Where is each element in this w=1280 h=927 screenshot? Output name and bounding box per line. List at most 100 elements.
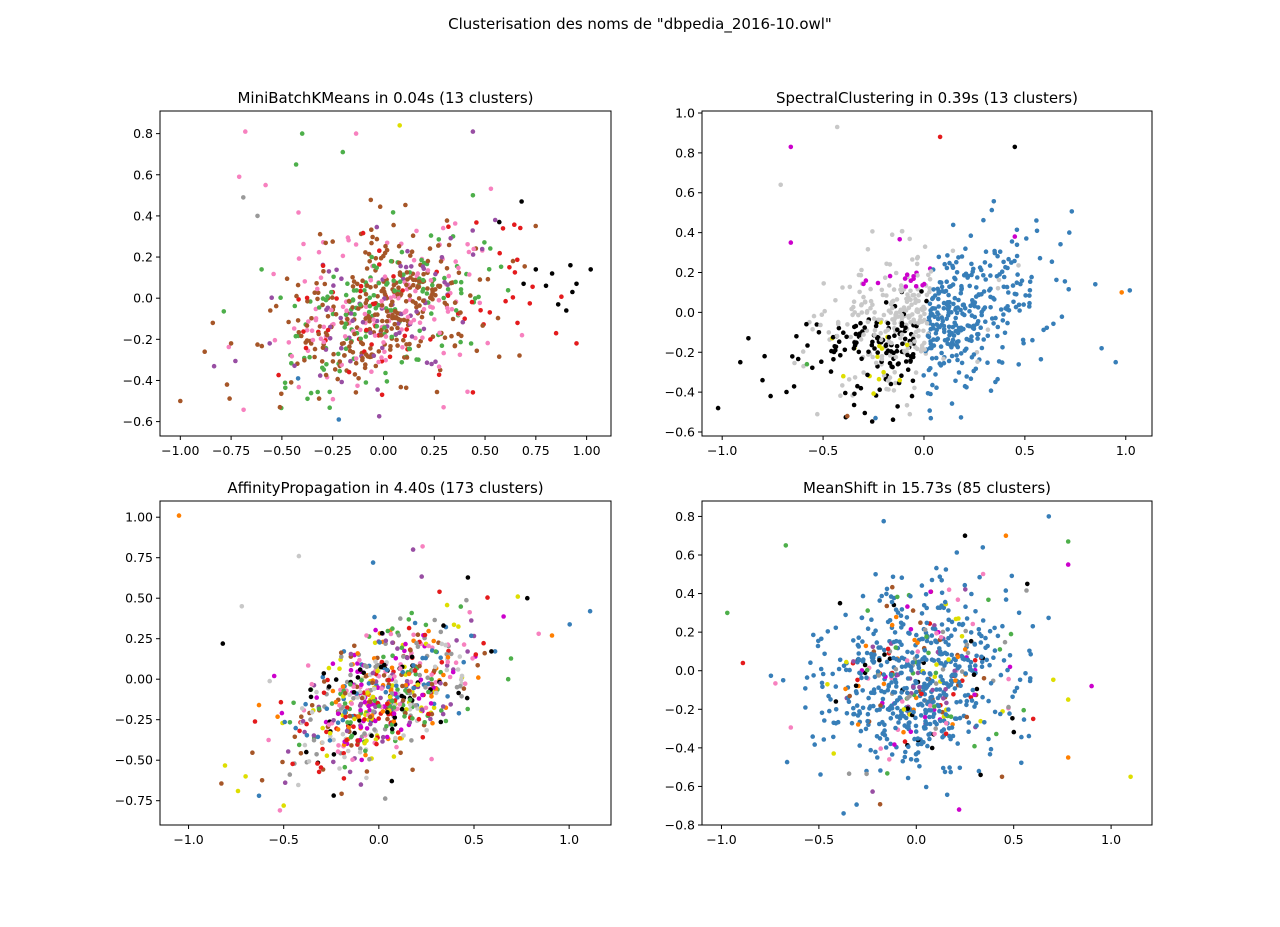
data-point xyxy=(458,339,463,345)
data-point xyxy=(429,682,435,687)
data-point xyxy=(370,670,376,676)
data-point xyxy=(924,634,929,639)
data-point xyxy=(923,720,929,726)
data-point xyxy=(287,720,293,725)
data-point xyxy=(1051,677,1056,683)
data-point xyxy=(374,324,380,329)
data-point xyxy=(243,774,248,779)
data-point xyxy=(888,741,893,747)
data-point xyxy=(376,716,382,721)
data-point xyxy=(304,721,309,727)
data-point xyxy=(982,720,987,725)
data-point xyxy=(383,638,389,643)
data-point xyxy=(924,657,929,662)
data-point xyxy=(992,297,997,302)
data-point xyxy=(343,714,348,720)
data-point xyxy=(913,678,918,684)
data-point xyxy=(940,734,945,740)
data-point xyxy=(969,313,975,318)
data-point xyxy=(900,699,905,704)
data-point xyxy=(588,267,593,272)
data-point xyxy=(880,292,886,298)
y-tick-label: −0.25 xyxy=(115,712,153,727)
data-point xyxy=(936,254,942,260)
data-point xyxy=(980,545,986,550)
data-point xyxy=(1006,308,1012,313)
data-point xyxy=(402,648,407,654)
data-point xyxy=(949,401,955,406)
data-point xyxy=(893,614,899,620)
data-point xyxy=(355,675,361,680)
data-point xyxy=(403,683,409,688)
data-point xyxy=(937,687,943,692)
data-point xyxy=(385,716,390,722)
data-point xyxy=(411,257,417,263)
data-point xyxy=(898,613,904,618)
data-point xyxy=(892,742,897,747)
data-point xyxy=(342,710,348,715)
data-point xyxy=(381,654,386,660)
data-point xyxy=(446,242,452,248)
data-point xyxy=(888,672,894,677)
data-point xyxy=(892,677,898,683)
data-point xyxy=(395,730,401,735)
data-point xyxy=(833,707,839,712)
data-point xyxy=(908,320,913,325)
data-point xyxy=(429,756,434,762)
data-point xyxy=(827,708,832,714)
data-point xyxy=(856,349,862,355)
data-point xyxy=(376,280,382,286)
data-point xyxy=(928,589,933,595)
data-point xyxy=(942,329,947,335)
data-point xyxy=(928,326,933,332)
data-point xyxy=(374,236,380,242)
data-point xyxy=(962,647,968,652)
data-point xyxy=(983,319,988,325)
data-point xyxy=(400,288,405,293)
data-point xyxy=(424,728,430,733)
data-point xyxy=(380,709,386,714)
data-point xyxy=(932,623,937,628)
data-point xyxy=(420,335,425,341)
data-point xyxy=(841,373,846,379)
data-point xyxy=(869,617,874,622)
data-point xyxy=(439,708,444,713)
data-point xyxy=(375,312,380,317)
data-point xyxy=(956,297,961,303)
data-point xyxy=(1004,284,1010,290)
data-point xyxy=(979,633,984,639)
data-point xyxy=(890,584,895,590)
data-point xyxy=(933,638,938,643)
data-point xyxy=(317,324,323,329)
data-point xyxy=(863,278,869,283)
data-point xyxy=(314,695,320,700)
data-point xyxy=(811,632,816,638)
data-point xyxy=(325,327,331,333)
x-tick-label: −0.5 xyxy=(804,832,834,847)
data-point xyxy=(432,668,437,673)
data-point xyxy=(414,309,419,314)
x-tick-label: 0.25 xyxy=(420,443,448,458)
data-point xyxy=(811,313,817,319)
data-point xyxy=(1021,340,1026,346)
data-point xyxy=(988,746,994,752)
x-tick-label: 0.0 xyxy=(369,832,389,847)
data-point xyxy=(868,305,873,311)
data-point xyxy=(828,369,834,374)
data-point xyxy=(384,240,390,246)
data-point xyxy=(362,731,367,736)
data-point xyxy=(455,667,461,672)
data-point xyxy=(398,666,403,671)
data-point xyxy=(883,300,889,305)
data-point xyxy=(410,233,416,238)
data-point xyxy=(318,765,324,770)
data-point xyxy=(898,713,903,719)
data-point xyxy=(954,270,960,275)
data-point xyxy=(417,279,422,284)
data-point xyxy=(346,369,352,375)
data-point xyxy=(833,344,839,350)
data-point xyxy=(927,736,932,742)
data-point xyxy=(259,267,264,272)
data-point xyxy=(282,780,288,785)
data-point xyxy=(370,680,375,686)
